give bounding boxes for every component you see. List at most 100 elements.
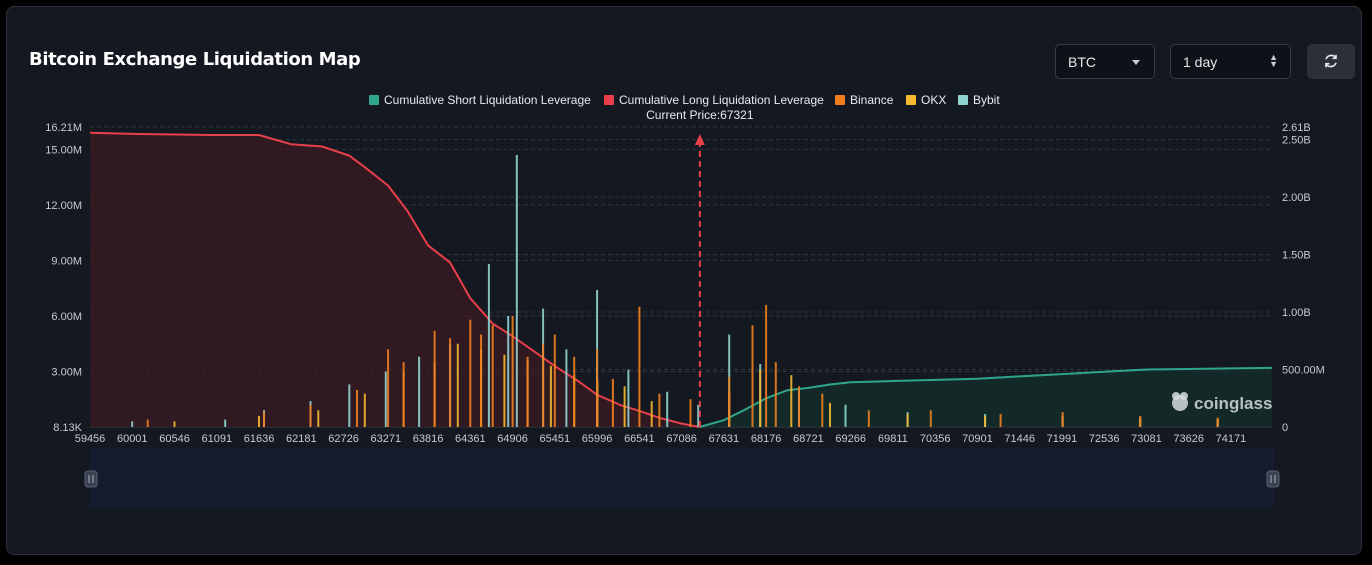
refresh-icon [1325, 54, 1337, 68]
coinglass-watermark-text: coinglass [1194, 394, 1272, 413]
x-tick-label: 60001 [117, 433, 148, 445]
x-tick-label: 71991 [1047, 433, 1078, 445]
bybit-bar [487, 264, 490, 427]
refresh-button[interactable] [1307, 44, 1355, 79]
x-tick-label: 67086 [666, 433, 697, 445]
zoom-slider-right-handle[interactable] [1266, 470, 1280, 488]
binance-bar [821, 393, 824, 427]
y-right-tick-label: 500.00M [1282, 365, 1325, 377]
current-price-label: Current Price:67321 [646, 108, 754, 122]
bybit-bar [418, 356, 421, 427]
zoom-slider-left-handle[interactable] [84, 470, 98, 488]
legend-item[interactable]: Binance [835, 93, 894, 107]
binance-bar [689, 399, 692, 427]
binance-bar [356, 390, 358, 427]
x-tick-label: 59456 [75, 433, 106, 445]
x-tick-label: 66541 [624, 433, 655, 445]
x-tick-label: 74171 [1216, 433, 1247, 445]
okx-bar [258, 415, 260, 427]
y-left-tick-label: 9.00M [51, 255, 82, 267]
x-tick-label: 63816 [413, 433, 444, 445]
binance-bar [553, 334, 556, 427]
x-tick-label: 68176 [751, 433, 782, 445]
binance-bar [728, 377, 731, 427]
x-tick-label: 72536 [1089, 433, 1120, 445]
bybit-bar [224, 419, 227, 427]
binance-bar [929, 410, 932, 427]
x-tick-label: 71446 [1004, 433, 1035, 445]
x-tick-label: 64906 [497, 433, 528, 445]
x-tick-label: 62726 [328, 433, 359, 445]
binance-bar [1061, 412, 1064, 427]
legend-swatch [369, 95, 379, 105]
y-right-tick-label: 2.61B [1282, 122, 1311, 134]
bybit-bar [844, 404, 847, 427]
x-tick-label: 63271 [371, 433, 402, 445]
y-right-tick-label: 0 [1282, 422, 1288, 434]
binance-bar [491, 325, 494, 427]
up-down-arrows-icon: ▲ ▼ [1269, 52, 1278, 69]
legend-swatch [835, 95, 845, 105]
okx-bar [623, 386, 626, 427]
bybit-bar [131, 421, 134, 427]
binance-bar [867, 410, 870, 427]
okx-bar [759, 369, 762, 427]
bybit-bar [697, 404, 700, 427]
current-price-arrow-icon [694, 134, 705, 145]
x-tick-label: 69811 [878, 433, 908, 445]
legend-item[interactable]: Cumulative Short Liquidation Leverage [369, 93, 591, 107]
short-cumulative-area [699, 367, 1272, 427]
binance-bar [765, 304, 768, 427]
x-tick-label: 73081 [1131, 433, 1162, 445]
period-select-value: 1 day [1183, 54, 1218, 70]
legend-item[interactable]: Bybit [958, 93, 1000, 107]
binance-bar [999, 414, 1002, 427]
y-right-tick-label: 2.00B [1282, 192, 1311, 204]
binance-bar [433, 330, 436, 427]
x-tick-label: 73626 [1173, 433, 1204, 445]
bybit-bar [666, 391, 669, 427]
symbol-select-value: BTC [1068, 54, 1096, 70]
binance-bar [611, 378, 614, 427]
y-left-tick-label: 6.00M [51, 311, 82, 323]
binance-bar [309, 404, 312, 427]
legend-item[interactable]: Cumulative Long Liquidation Leverage [604, 93, 824, 107]
x-tick-label: 62181 [286, 433, 317, 445]
okx-bar [549, 365, 552, 427]
bybit-bar [348, 384, 351, 427]
legend-label: Binance [850, 93, 894, 107]
x-tick-label: 68721 [793, 433, 824, 445]
binance-bar [798, 386, 800, 427]
binance-bar [480, 334, 483, 427]
coinglass-watermark: coinglass [1172, 392, 1272, 413]
binance-bar [774, 362, 777, 427]
x-tick-label: 61091 [201, 433, 232, 445]
binance-bar [469, 319, 472, 427]
legend-label: Cumulative Long Liquidation Leverage [619, 93, 824, 107]
legend-label: Cumulative Short Liquidation Leverage [384, 93, 591, 107]
x-tick-label: 61636 [244, 433, 275, 445]
x-tick-label: 65451 [540, 433, 571, 445]
okx-bar [317, 410, 320, 427]
bybit-bar [515, 154, 518, 427]
okx-bar [456, 343, 459, 427]
binance-bar [146, 419, 149, 427]
y-left-tick-label: 12.00M [45, 200, 82, 212]
page-title: Bitcoin Exchange Liquidation Map [29, 49, 361, 70]
y-left-tick-label: 16.21M [45, 122, 82, 134]
legend-item[interactable]: OKX [906, 93, 946, 107]
x-tick-label: 65996 [582, 433, 613, 445]
okx-bar [363, 393, 366, 427]
x-tick-label: 70901 [962, 433, 993, 445]
y-left-tick-label: 15.00M [45, 144, 82, 156]
okx-bar [790, 375, 793, 427]
binance-bar [449, 338, 452, 427]
symbol-select[interactable]: BTC [1055, 44, 1155, 79]
y-left-tick-label: 3.00M [51, 366, 82, 378]
binance-bar [596, 349, 599, 427]
period-select[interactable]: 1 day ▲ ▼ [1170, 44, 1291, 79]
legend-label: Bybit [973, 93, 1000, 107]
zoom-slider-track [90, 448, 1274, 508]
binance-bar [387, 349, 390, 427]
